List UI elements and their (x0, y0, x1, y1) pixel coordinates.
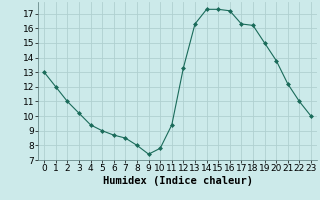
X-axis label: Humidex (Indice chaleur): Humidex (Indice chaleur) (103, 176, 252, 186)
